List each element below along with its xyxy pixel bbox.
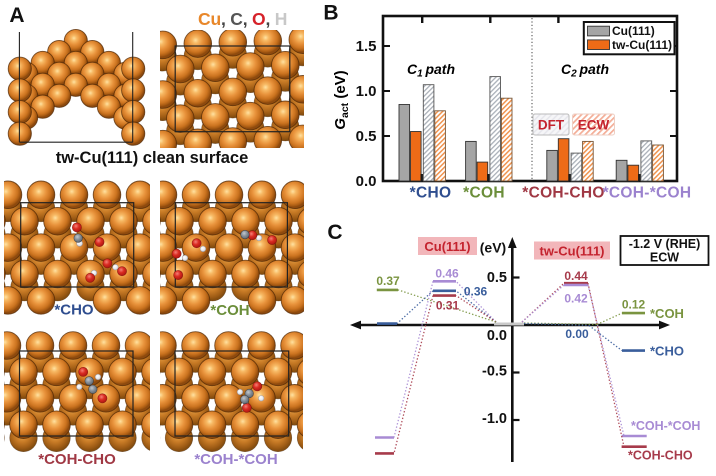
svg-text:tw-Cu(111) clean surface: tw-Cu(111) clean surface <box>56 149 249 167</box>
svg-text:B: B <box>323 2 338 25</box>
svg-text:*CHO: *CHO <box>54 302 94 319</box>
svg-text:-1.0: -1.0 <box>482 411 507 427</box>
svg-text:*COH-*COH: *COH-*COH <box>631 419 700 433</box>
svg-text:0.42: 0.42 <box>564 292 588 306</box>
svg-text:C2 path: C2 path <box>561 61 609 80</box>
svg-text:*COH: *COH <box>210 302 249 319</box>
svg-text:*COH-CHO: *COH-CHO <box>38 451 116 468</box>
svg-text:1.5: 1.5 <box>356 38 377 55</box>
svg-text:Cu, C, O, H: Cu, C, O, H <box>198 9 287 29</box>
svg-text:0.0: 0.0 <box>487 328 507 344</box>
svg-text:Cu(111): Cu(111) <box>612 24 655 38</box>
svg-text:*COH: *COH <box>463 185 505 202</box>
svg-text:Gact (eV): Gact (eV) <box>332 70 351 129</box>
svg-text:ECW: ECW <box>650 251 679 265</box>
svg-text:0.36: 0.36 <box>464 285 488 299</box>
svg-text:A: A <box>9 4 24 27</box>
svg-text:Cu(111): Cu(111) <box>424 239 470 254</box>
svg-text:0.46: 0.46 <box>435 267 459 281</box>
svg-text:*COH: *COH <box>650 306 684 321</box>
svg-text:C1 path: C1 path <box>407 61 455 80</box>
svg-text:-1.2 V (RHE): -1.2 V (RHE) <box>629 237 701 251</box>
svg-text:*COH-CHO: *COH-CHO <box>522 185 604 202</box>
svg-text:1.0: 1.0 <box>356 83 377 100</box>
svg-text:0.31: 0.31 <box>436 299 460 313</box>
svg-text:ECW: ECW <box>578 118 610 133</box>
svg-text:*COH-CHO: *COH-CHO <box>628 449 693 463</box>
svg-text:0.5: 0.5 <box>487 270 507 286</box>
svg-text:(eV): (eV) <box>480 240 506 256</box>
svg-text:0.0: 0.0 <box>356 173 377 190</box>
svg-text:0.12: 0.12 <box>622 298 646 312</box>
svg-text:*CHO: *CHO <box>410 185 452 202</box>
svg-text:DFT: DFT <box>538 118 565 133</box>
svg-text:0.5: 0.5 <box>356 128 377 145</box>
svg-text:0.00: 0.00 <box>565 327 589 341</box>
svg-text:*COH-*COH: *COH-*COH <box>603 185 692 202</box>
svg-text:0.37: 0.37 <box>376 274 400 288</box>
svg-text:0.44: 0.44 <box>564 269 588 283</box>
svg-text:*CHO: *CHO <box>650 344 684 359</box>
svg-text:*COH-*COH: *COH-*COH <box>194 451 277 468</box>
svg-text:tw-Cu(111): tw-Cu(111) <box>612 38 672 52</box>
svg-text:C: C <box>327 221 342 244</box>
svg-text:tw-Cu(111): tw-Cu(111) <box>539 244 604 259</box>
svg-text:-0.5: -0.5 <box>482 364 507 380</box>
